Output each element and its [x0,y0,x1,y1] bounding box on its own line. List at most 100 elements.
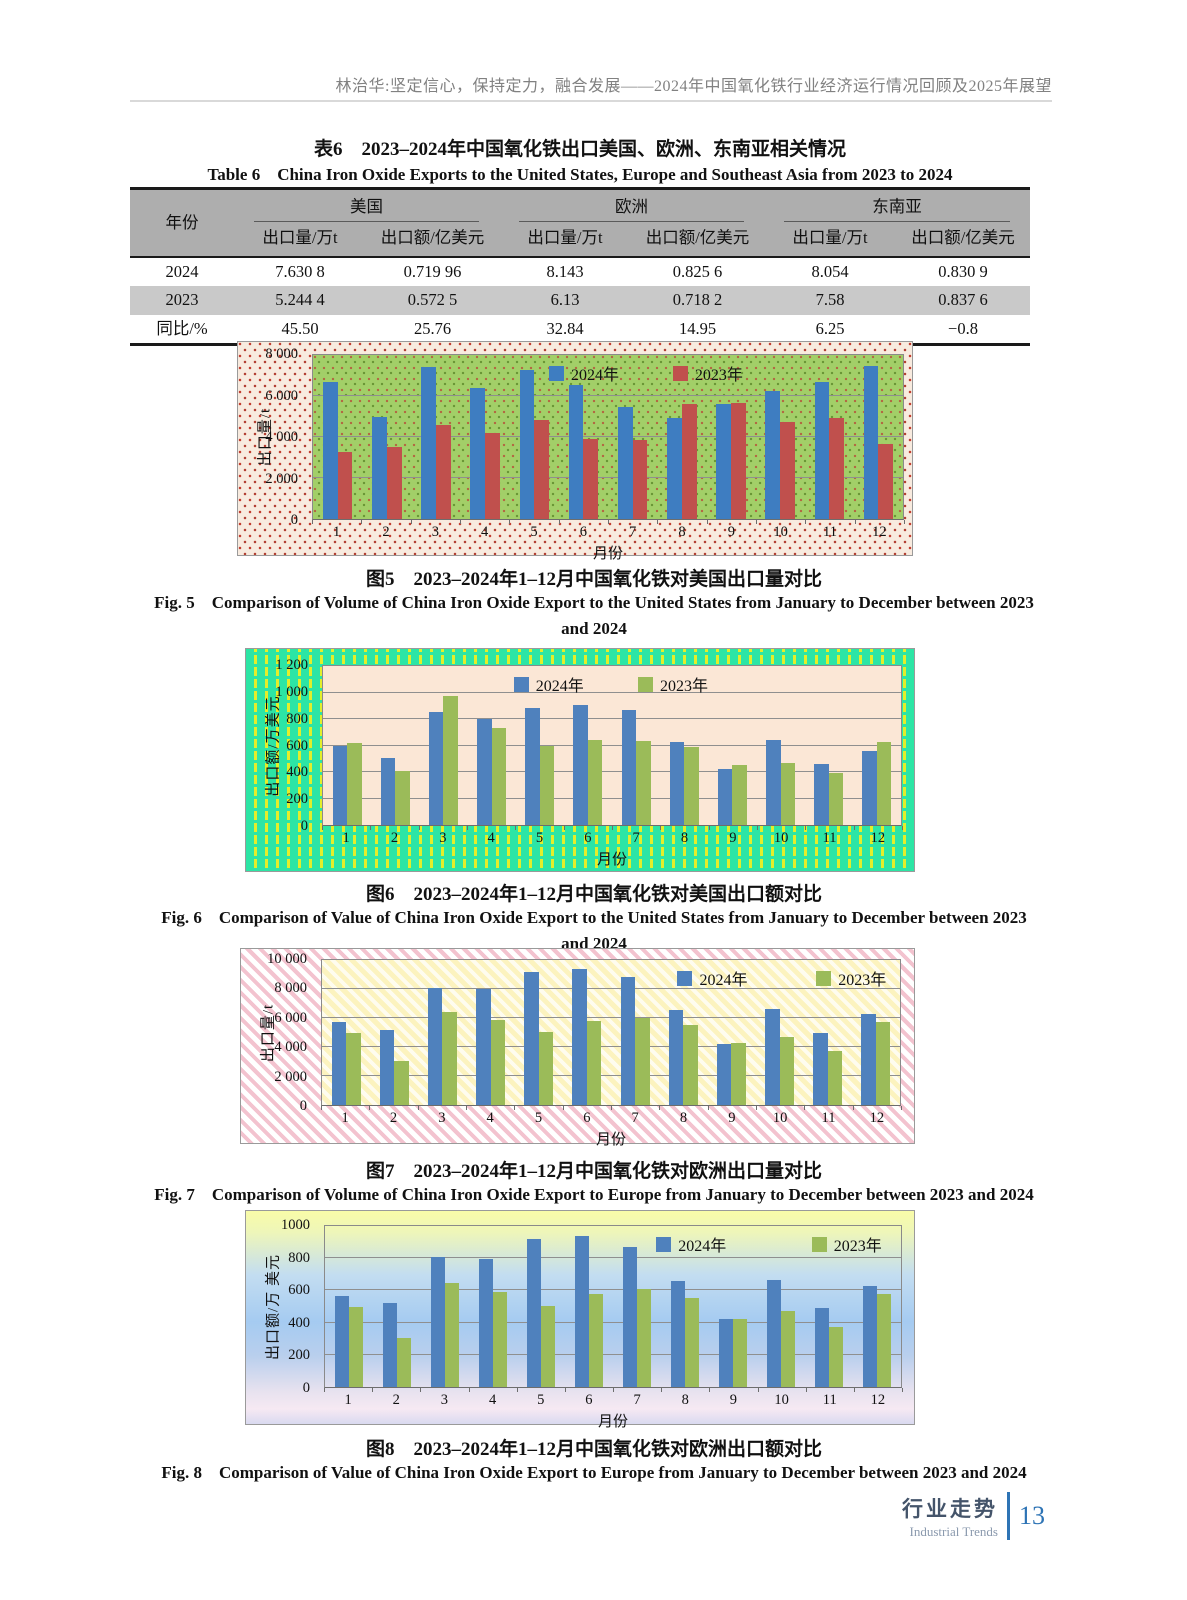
bar-2023年-month-3 [445,1283,460,1387]
x-tick-mark [564,1388,566,1392]
legend-label: 2024年 [571,367,620,384]
value-cell: 6.13 [550,290,580,310]
x-tick-label: 5 [537,1392,545,1408]
footer-section-title: 行业走势 Industrial Trends [880,1493,998,1540]
gridline [323,718,901,719]
x-tick-mark [805,520,807,524]
x-tick-mark [324,1388,325,1392]
x-tick-label: 9 [729,1392,738,1408]
bar-2023年-month-4 [493,1292,508,1387]
bar-2023年-month-12 [876,742,892,825]
value-cell: 0.572 5 [407,290,458,310]
bar-2024年-month-9 [716,404,731,519]
table-header-group-label: 东南亚 [784,192,1010,222]
x-tick-label: 6 [583,1110,591,1126]
x-axis-title: 月份 [595,1132,626,1148]
bar-2023年-month-8 [684,746,699,825]
bar-2023年-month-6 [589,1293,604,1387]
figure-5-caption-cn: 图5 2023–2024年1–12月中国氧化铁对美国出口量对比 [365,569,822,590]
legend-swatch [656,1236,672,1252]
bar-2024年-month-1 [331,1022,347,1105]
bar-2023年-month-10 [781,1311,796,1387]
bar-2024年-month-3 [428,711,444,825]
y-tick-label: 8 000 [265,346,298,362]
table-row: 同比/% 45.50 25.76 32.84 14.95 6.25 −0.8 [130,315,1030,344]
y-tick-label: 8 000 [274,980,307,997]
bar-2023年-month-9 [732,764,747,825]
legend-item-2023年: 2023年 [816,968,887,989]
bar-2024年-month-8 [670,1280,685,1387]
y-tick-label: 1 200 [275,657,308,673]
legend-label: 2023年 [838,972,887,989]
bar-2024年-month-11 [814,1308,829,1387]
x-tick-mark [321,1106,322,1110]
bar-2024年-month-1 [332,745,348,825]
gridline [323,797,901,799]
bar-2023年-month-8 [685,1298,700,1387]
x-tick-label: 6 [579,524,587,540]
x-tick-mark [756,520,757,524]
x-tick-mark [854,520,856,524]
bar-2024年-month-12 [863,366,879,519]
plot-area: 2024年 2023年 [312,354,904,520]
chart-legend: 2024年 2023年 [325,1234,901,1256]
x-tick-label: 2 [392,1392,400,1408]
y-tick-label: 200 [286,791,308,808]
y-tick-label: 4 000 [274,1039,307,1056]
y-tick-label: 1000 [281,1217,310,1233]
legend-swatch [549,365,564,381]
bar-2024年-month-12 [861,1013,876,1105]
value-cell: 32.84 [546,318,584,338]
bar-2024年-month-12 [862,1285,877,1387]
bar-2024年-month-3 [430,1257,445,1387]
bar-2024年-month-10 [765,390,781,519]
value-cell: 8.143 [546,261,584,281]
bar-2023年-month-5 [538,1031,554,1105]
bar-2023年-month-4 [490,1020,506,1105]
x-axis-title: 月份 [592,546,623,562]
x-tick-label: 3 [438,1110,446,1126]
bar-2024年-month-10 [765,1008,780,1105]
table-header-cell: 出口额/亿美元 [645,227,750,247]
table-header-cell: 出口额/亿美元 [380,227,485,247]
plot-area: 2024年 2023年 [321,959,901,1106]
table-head: 年份 美国 欧洲 东南亚 出口量/万t 出口额/亿美元 出口量/万t 出口额/亿美元 出口量/万… [130,188,1030,257]
x-tick-label: 1 [333,524,341,540]
bar-2024年-month-11 [814,764,829,825]
y-tick-label: 6 000 [265,387,298,404]
x-tick-label: 7 [632,830,640,846]
x-axis-tick-marks [322,826,903,830]
table-title-cn: 表6 2023–2024年中国氧化铁出口美国、欧洲、东南亚相关情况 [313,139,846,160]
y-tick-label: 10 000 [267,951,307,967]
y-tick-label: 6 000 [274,1009,307,1026]
plot-area: 2024年 2023年 [322,665,902,826]
x-tick-label: 9 [729,830,737,846]
legend-swatch [677,970,693,986]
x-tick-label: 5 [534,1110,543,1126]
value-cell: 0.837 6 [938,290,988,310]
bar-2024年-month-7 [622,1246,637,1387]
x-tick-label: 8 [679,1110,688,1126]
bar-2023年-month-3 [435,424,451,519]
bar-2024年-month-8 [668,1010,684,1105]
x-tick-mark [509,520,511,524]
bar-2024年-month-11 [814,381,830,519]
bar-2023年-month-2 [397,1337,412,1387]
chart-legend: 2024年 2023年 [323,674,901,696]
bar-2023年-month-11 [829,1327,844,1387]
x-tick-label: 2 [390,830,399,846]
y-tick-label: 2 000 [265,470,298,487]
gridline [325,1289,901,1291]
legend-label: 2024年 [678,1238,727,1255]
table-header-year: 年份 [165,212,199,232]
figure-6-caption-en: Fig. 6 Comparison of Value of China Iron… [161,908,1027,953]
table-row: 2024 7.630 8 0.719 96 8.143 0.825 6 8.054 0.83… [130,257,1030,286]
x-tick-label: 5 [530,524,538,540]
x-tick-mark [756,1106,757,1110]
x-tick-label: 7 [629,524,637,540]
bar-2023年-month-2 [386,447,402,519]
bar-2024年-month-2 [372,416,387,519]
x-tick-label: 1 [342,830,350,846]
bar-2024年-month-9 [717,768,733,825]
bar-2024年-month-9 [718,1319,733,1387]
